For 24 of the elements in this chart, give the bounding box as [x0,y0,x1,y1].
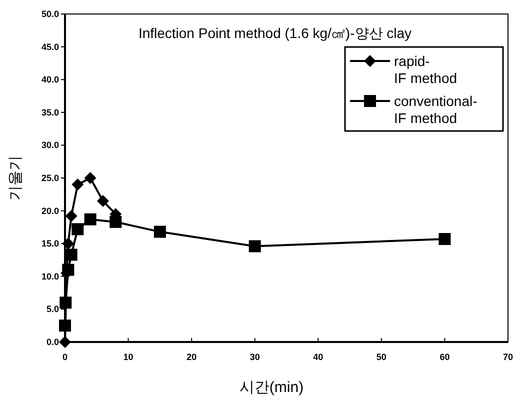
y-tick-label: 10.0 [41,271,59,282]
x-tick-label: 70 [502,352,514,362]
y-tick-label: 15.0 [41,238,59,249]
y-tick-label: 45.0 [41,42,59,52]
text: Inflection Point method (1.6 kg/㎠)-양산 clay [138,25,412,41]
y-tick-label: 50.0 [41,9,59,19]
y-tick-label: 30.0 [41,140,59,150]
x-tick-label: 60 [440,352,450,362]
x-tick-label: 50 [376,352,386,362]
x-tick-label: 30 [250,352,260,362]
y-tick-label: 40.0 [41,74,59,85]
y-tick-label: 25.0 [41,173,59,183]
x-tick-label: 10 [123,352,134,362]
x-tick-label: 40 [313,352,324,362]
x-axis-title: 시간(min) [239,379,304,396]
y-tick-label: 0.0 [46,337,59,347]
legend-label: rapid-IF method [394,53,458,86]
y-tick-label: 20.0 [41,206,59,216]
y-tick-label: 35.0 [41,107,59,118]
x-tick-label: 20 [186,352,197,362]
x-tick-label: 0 [62,352,68,362]
legend-label: conventional-IF method [394,93,478,126]
y-tick-label: 5.0 [46,304,59,314]
y-axis-title: 기울기 [7,156,24,200]
